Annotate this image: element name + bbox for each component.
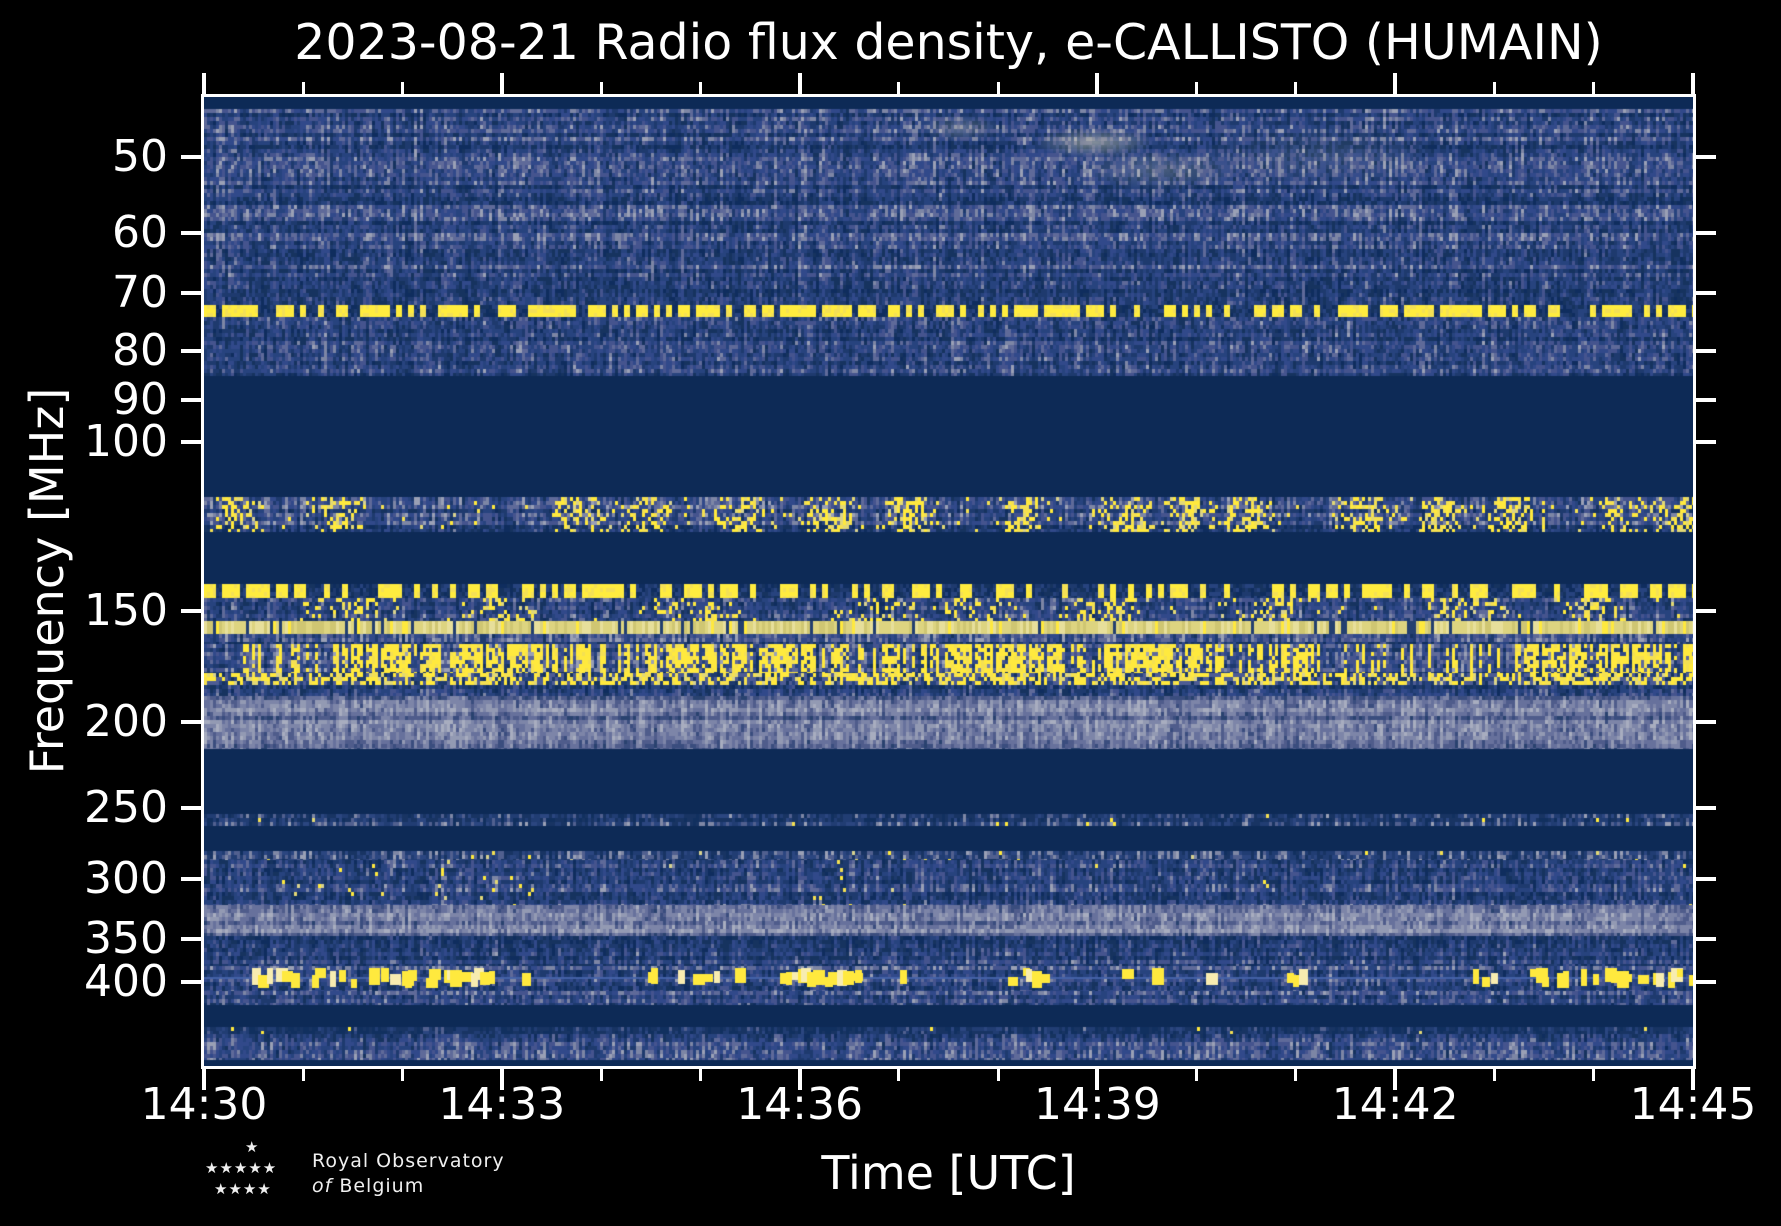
y-tick	[181, 348, 201, 353]
y-tick	[181, 805, 201, 810]
y-tick-label: 50	[112, 131, 168, 183]
x-minor-tick	[996, 1069, 1000, 1081]
y-tick-right	[1696, 440, 1716, 445]
x-minor-tick-top	[301, 82, 305, 94]
y-tick-label: 350	[84, 913, 168, 965]
x-minor-tick	[1294, 1069, 1298, 1081]
x-major-tick	[797, 1069, 802, 1090]
chart-title: 2023-08-21 Radio flux density, e-CALLIST…	[294, 14, 1603, 71]
spectrogram-image	[204, 97, 1693, 1066]
logo-text-line2: of Belgium	[312, 1175, 424, 1197]
y-tick-label: 100	[84, 416, 168, 468]
x-tick-label: 14:39	[1033, 1079, 1161, 1130]
x-major-tick-top	[1095, 73, 1100, 94]
y-tick	[181, 155, 201, 160]
x-minor-tick-top	[996, 82, 1000, 94]
x-tick-label: 14:42	[1331, 1079, 1459, 1130]
y-tick-right	[1696, 608, 1716, 613]
x-minor-tick-top	[401, 82, 405, 94]
y-tick-right	[1696, 155, 1716, 160]
y-tick-right	[1696, 291, 1716, 296]
plot-area	[201, 94, 1696, 1069]
y-tick-label: 400	[84, 955, 168, 1007]
y-tick-label: 70	[112, 267, 168, 319]
y-tick	[181, 291, 201, 296]
x-tick-label: 14:30	[140, 1079, 268, 1130]
x-minor-tick	[401, 1069, 405, 1081]
x-tick-label: 14:36	[736, 1079, 863, 1130]
y-tick	[181, 608, 201, 613]
logo-text-of: of	[312, 1175, 333, 1197]
x-minor-tick	[1592, 1069, 1596, 1081]
y-tick-label: 250	[84, 781, 168, 833]
x-minor-tick	[897, 1069, 901, 1081]
x-minor-tick-top	[1195, 82, 1199, 94]
y-tick-right	[1696, 876, 1716, 881]
y-tick-right	[1696, 348, 1716, 353]
logo-stars-row3: ★★★★	[214, 1180, 272, 1198]
x-major-tick-top	[797, 73, 802, 94]
x-major-tick	[499, 1069, 504, 1090]
y-tick-label: 200	[84, 696, 168, 748]
y-tick	[181, 937, 201, 942]
y-tick-right	[1696, 230, 1716, 235]
y-tick-label: 80	[112, 324, 168, 376]
y-tick-right	[1696, 398, 1716, 403]
y-tick	[181, 720, 201, 725]
x-minor-tick-top	[599, 82, 603, 94]
x-major-tick-top	[499, 73, 504, 94]
y-tick-right	[1696, 979, 1716, 984]
x-major-tick-top	[1393, 73, 1398, 94]
x-minor-tick	[1195, 1069, 1199, 1081]
y-tick-label: 90	[112, 374, 168, 426]
y-tick-right	[1696, 805, 1716, 810]
x-major-tick	[1691, 1069, 1695, 1090]
x-minor-tick-top	[897, 82, 901, 94]
x-major-tick	[1095, 1069, 1100, 1090]
y-tick-label: 60	[112, 206, 168, 258]
logo-text-line1: Royal Observatory	[312, 1150, 505, 1172]
y-tick	[181, 979, 201, 984]
logo-stars-row1: ★	[245, 1138, 260, 1156]
y-tick-label: 150	[84, 584, 168, 636]
x-axis-label: Time [UTC]	[821, 1146, 1076, 1200]
x-minor-tick-top	[1592, 82, 1596, 94]
x-tick-label: 14:45	[1629, 1079, 1757, 1130]
x-minor-tick	[1492, 1069, 1496, 1081]
x-minor-tick-top	[1492, 82, 1496, 94]
x-minor-tick-top	[1294, 82, 1298, 94]
y-tick-right	[1696, 937, 1716, 942]
y-tick	[181, 876, 201, 881]
logo-text-belgium: Belgium	[339, 1175, 425, 1197]
x-minor-tick-top	[698, 82, 702, 94]
y-tick	[181, 398, 201, 403]
x-tick-label: 14:33	[438, 1079, 566, 1130]
x-minor-tick	[301, 1069, 305, 1081]
y-tick	[181, 440, 201, 445]
y-tick-right	[1696, 720, 1716, 725]
x-minor-tick	[599, 1069, 603, 1081]
logo-stars-row2: ★★★★★	[205, 1159, 278, 1177]
x-major-tick-top	[1691, 73, 1695, 94]
x-major-tick	[202, 1069, 206, 1090]
y-tick	[181, 230, 201, 235]
x-minor-tick	[698, 1069, 702, 1081]
y-tick-label: 300	[84, 852, 168, 904]
x-major-tick-top	[202, 73, 206, 94]
x-major-tick	[1393, 1069, 1398, 1090]
